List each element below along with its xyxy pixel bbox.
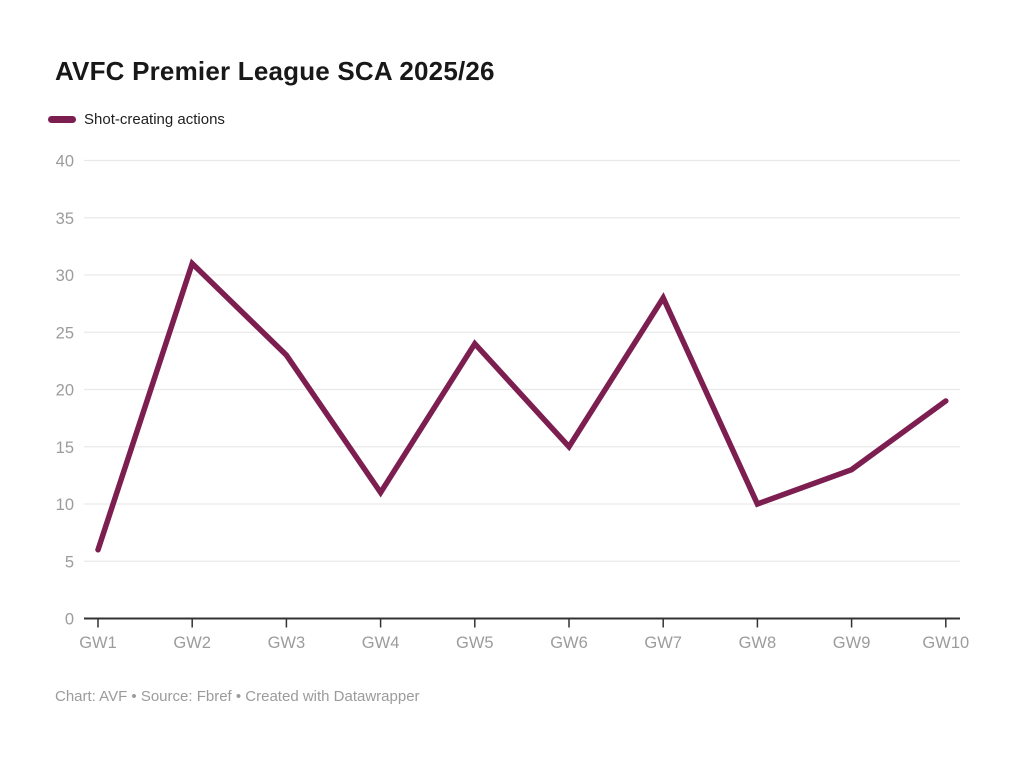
x-tick-label: GW10 xyxy=(922,634,969,652)
data-line-shot-creating-actions xyxy=(95,258,949,553)
y-tick-label: 15 xyxy=(56,439,74,457)
x-tick-label: GW4 xyxy=(362,634,400,652)
x-tick-label: GW7 xyxy=(644,634,682,652)
x-tick-label: GW2 xyxy=(173,634,211,652)
x-tick-label: GW1 xyxy=(79,634,117,652)
x-tick-label: GW8 xyxy=(739,634,777,652)
y-tick-label: 20 xyxy=(56,382,74,400)
line-chart-svg: 0 5 10 15 20 25 30 35 40 GW1 GW2 GW3 GW4 GW5 GW6 GW7 GW8… xyxy=(56,153,970,653)
legend-swatch-icon xyxy=(48,116,76,123)
y-tick-label: 5 xyxy=(65,553,74,571)
y-tick-label: 10 xyxy=(56,496,74,514)
x-tick-label: GW5 xyxy=(456,634,494,652)
y-tick-label: 25 xyxy=(56,324,74,342)
y-tick-label: 40 xyxy=(56,153,74,171)
y-tick-label: 30 xyxy=(56,267,74,285)
x-tick-label: GW9 xyxy=(833,634,871,652)
y-tick-label: 35 xyxy=(56,210,74,228)
footer-attribution: Chart: AVF • Source: Fbref • Created wit… xyxy=(55,688,420,705)
x-tick-label: GW3 xyxy=(268,634,306,652)
y-tick-label: 0 xyxy=(65,611,74,629)
legend: Shot-creating actions xyxy=(48,111,225,128)
chart-title: AVFC Premier League SCA 2025/26 xyxy=(55,56,495,86)
legend-series-label: Shot-creating actions xyxy=(84,111,225,128)
x-tick-label: GW6 xyxy=(550,634,588,652)
